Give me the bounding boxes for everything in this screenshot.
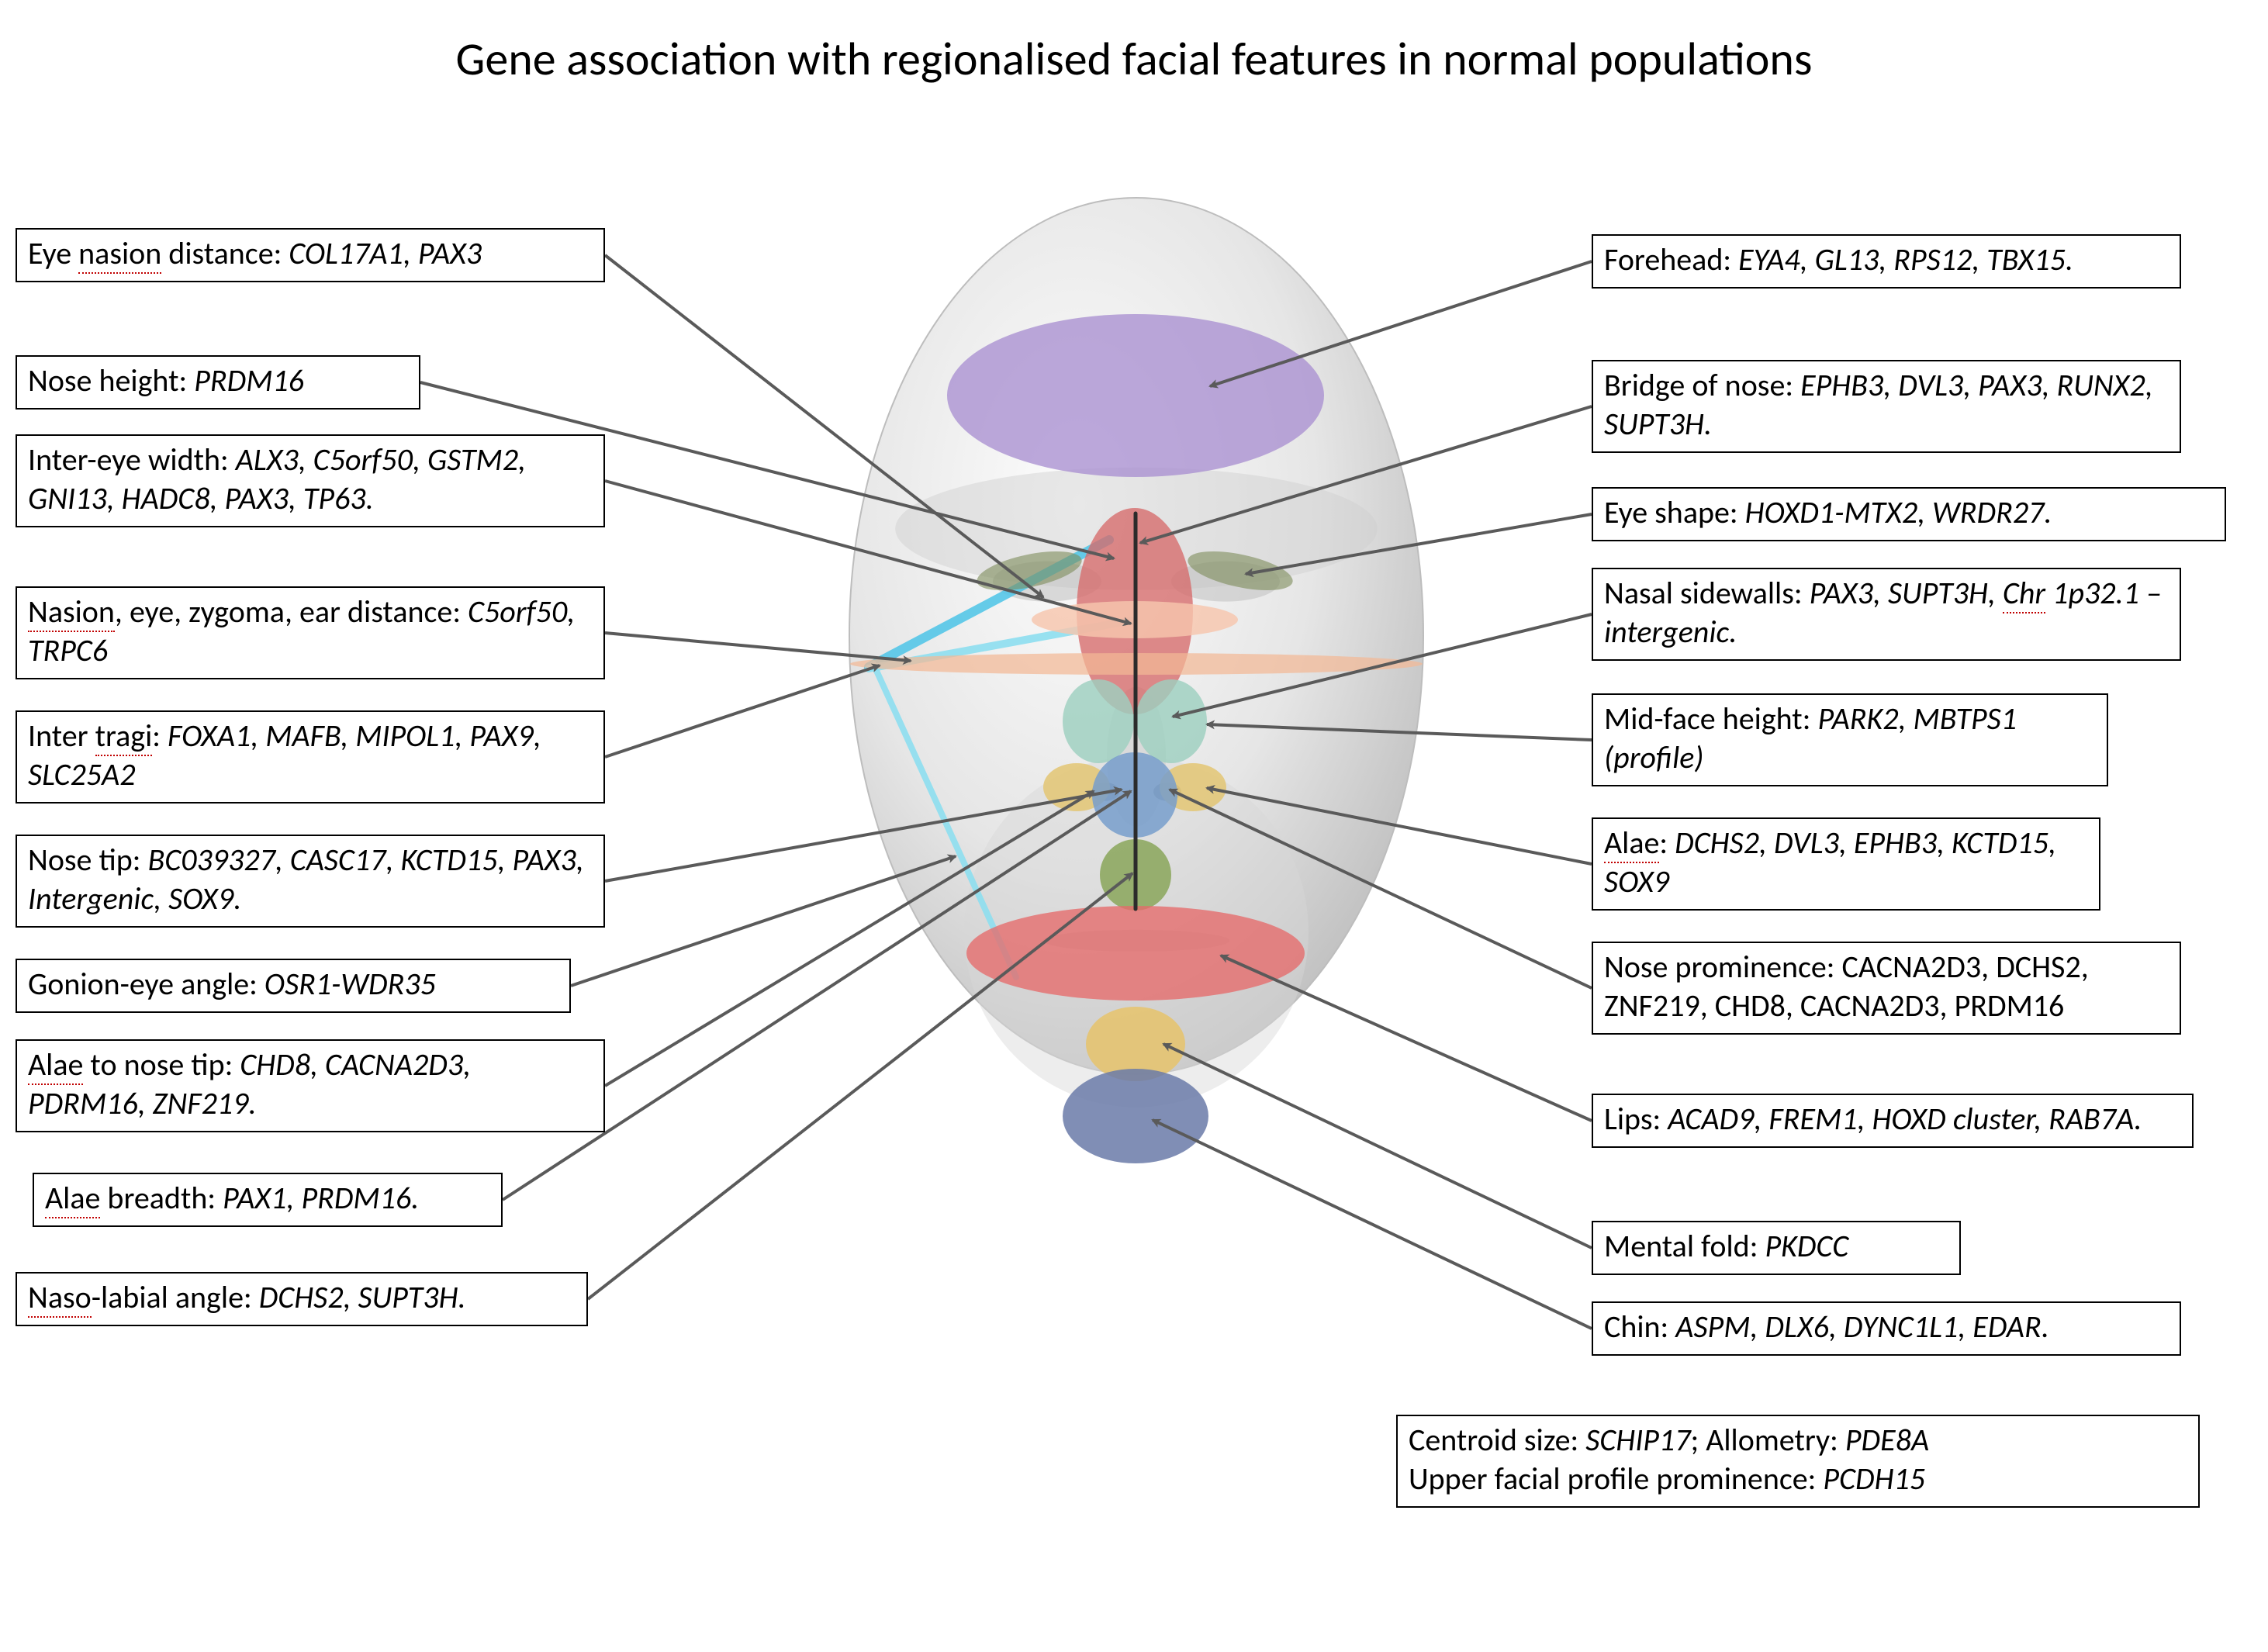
region-eye-left xyxy=(973,544,1085,598)
region-chin xyxy=(1063,1069,1208,1163)
region-sidewall-l xyxy=(1063,679,1134,763)
region-sidewall-r xyxy=(1136,679,1207,763)
callout-midface: Mid-face height: PARK2, MBTPS1 (profile) xyxy=(1592,693,2108,786)
callout-nasal-side: Nasal sidewalls: PAX3, SUPT3H, Chr 1p32.… xyxy=(1592,568,2181,661)
callout-alae-c: Alae: DCHS2, DVL3, EPHB3, KCTD15, SOX9 xyxy=(1592,817,2100,911)
diagram-canvas: Gene association with regionalised facia… xyxy=(0,0,2268,1652)
region-eye-right xyxy=(1184,544,1296,598)
region-mentalfold xyxy=(1086,1007,1185,1081)
region-alae-r xyxy=(1160,763,1226,811)
region-bridge xyxy=(1077,508,1193,714)
diagram-title: Gene association with regionalised facia… xyxy=(0,31,2268,88)
footer-box: Centroid size: SCHIP17; Allometry: PDE8A… xyxy=(1396,1415,2200,1508)
callout-eye-nasion: Eye nasion distance: COL17A1, PAX3 xyxy=(16,228,605,282)
callout-chin-c: Chin: ASPM, DLX6, DYNC1L1, EDAR. xyxy=(1592,1301,2181,1356)
callout-nose-tip: Nose tip: BC039327, CASC17, KCTD15, PAX3… xyxy=(16,835,605,928)
region-alae-l xyxy=(1043,763,1110,811)
callout-forehead-c: Forehead: EYA4, GL13, RPS12, TBX15. xyxy=(1592,234,2181,289)
callout-lips-c: Lips: ACAD9, FREM1, HOXD cluster, RAB7A. xyxy=(1592,1094,2194,1148)
callout-nose-height: Nose height: PRDM16 xyxy=(16,355,420,410)
region-nasolabial xyxy=(1100,839,1171,911)
region-intertragi xyxy=(850,653,1423,675)
callout-alae-tip: Alae to nose tip: CHD8, CACNA2D3, PDRM16… xyxy=(16,1039,605,1132)
callout-mental-fold: Mental fold: PKDCC xyxy=(1592,1221,1961,1275)
region-nosetip xyxy=(1092,752,1177,838)
callout-alae-breadth: Alae breadth: PAX1, PRDM16. xyxy=(33,1173,503,1227)
region-intereye-span xyxy=(1032,601,1238,638)
region-forehead xyxy=(947,314,1324,477)
callout-gonion-eye: Gonion-eye angle: OSR1-WDR35 xyxy=(16,959,571,1013)
callout-inter-eye: Inter-eye width: ALX3, C5orf50, GSTM2, G… xyxy=(16,434,605,527)
callout-bridge-c: Bridge of nose: EPHB3, DVL3, PAX3, RUNX2… xyxy=(1592,360,2181,453)
callout-eye-shape: Eye shape: HOXD1-MTX2, WRDR27. xyxy=(1592,487,2226,541)
callout-nasion-dist: Nasion, eye, zygoma, ear distance: C5orf… xyxy=(16,586,605,679)
callout-naso-labial: Naso-labial angle: DCHS2, SUPT3H. xyxy=(16,1272,588,1326)
callout-inter-tragi: Inter tragi: FOXA1, MAFB, MIPOL1, PAX9, … xyxy=(16,710,605,804)
callout-nose-prom: Nose prominence: CACNA2D3, DCHS2, ZNF219… xyxy=(1592,942,2181,1035)
region-lips xyxy=(966,906,1305,1001)
